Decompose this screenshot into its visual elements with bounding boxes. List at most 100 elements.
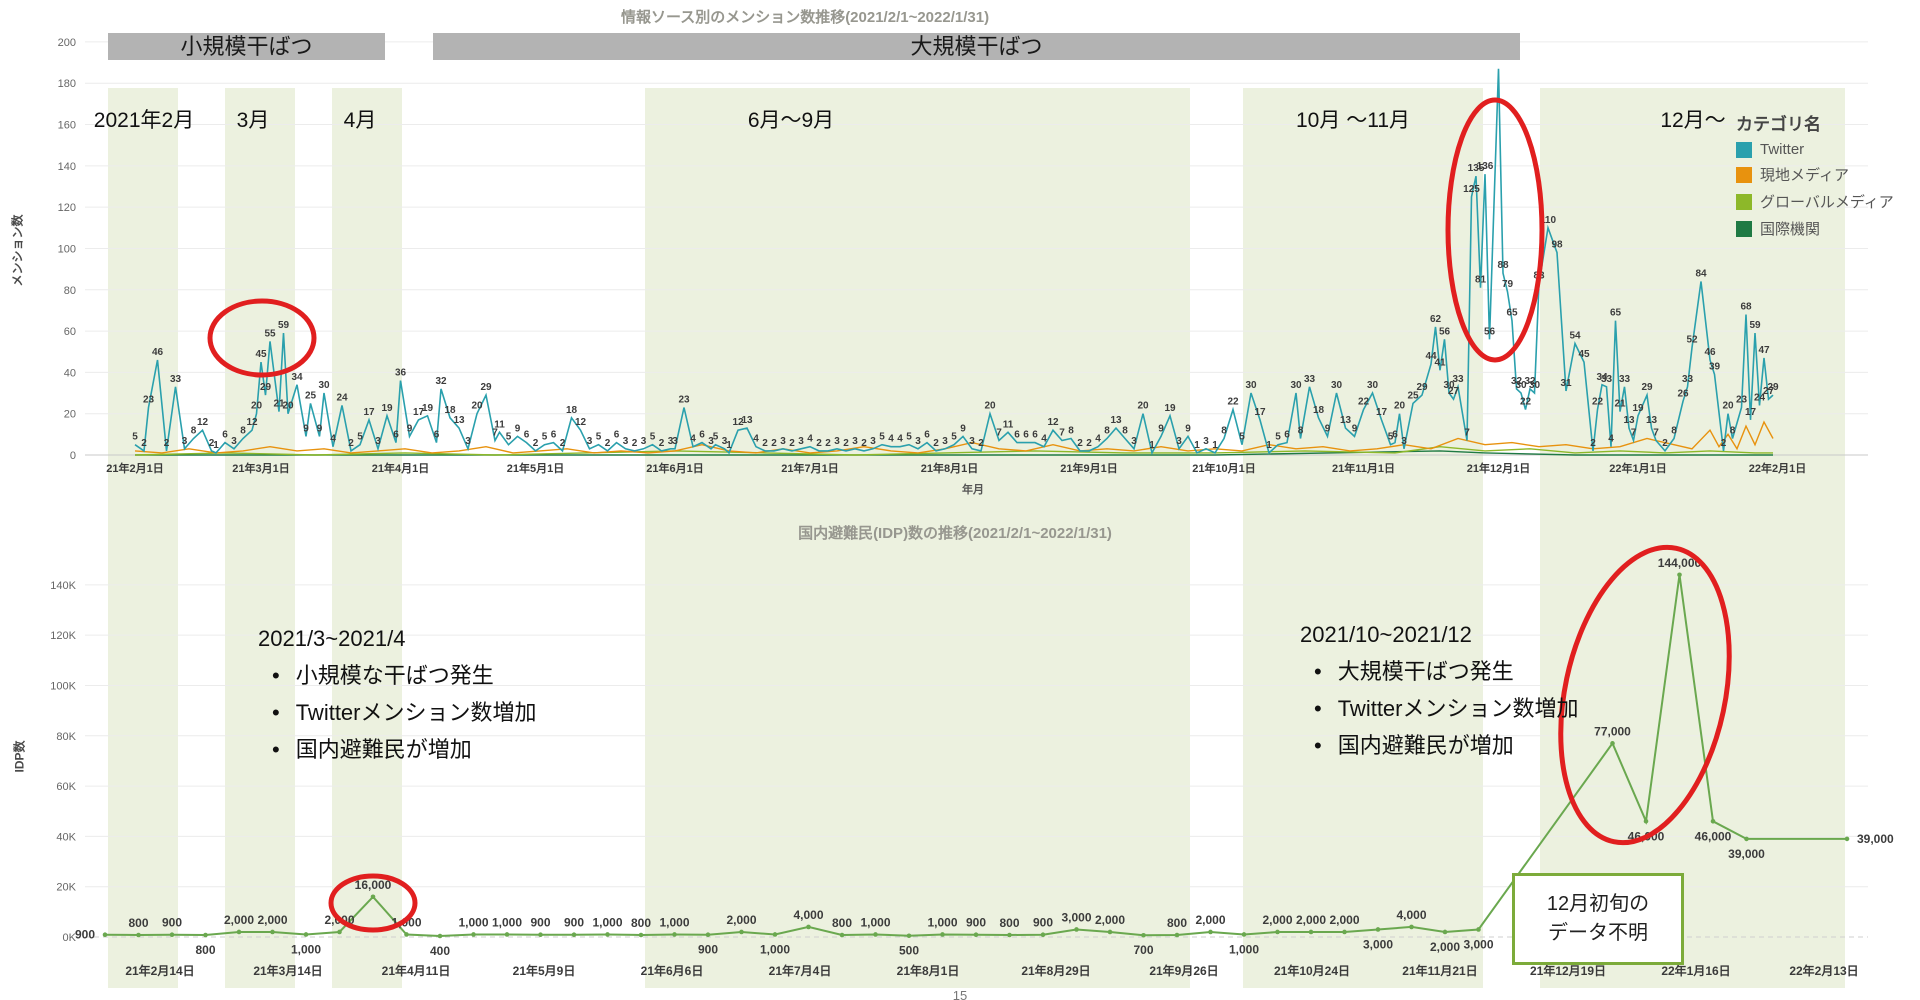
period-label-feb: 2021年2月 bbox=[93, 109, 195, 132]
top-x-tick-label: 21年5月1日 bbox=[507, 461, 564, 475]
top-chart-title: 情報ソース別のメンション数推移(2021/2/1~2022/1/31) bbox=[620, 9, 990, 26]
data-point bbox=[772, 932, 778, 937]
data-label: 5 bbox=[132, 432, 138, 443]
data-label: 30 bbox=[1443, 380, 1455, 391]
data-label: 2,000 bbox=[257, 913, 287, 927]
data-label: 13 bbox=[1646, 415, 1658, 426]
data-label: 800 bbox=[128, 916, 148, 930]
data-label: 13 bbox=[453, 415, 465, 426]
legend-item-local-media[interactable]: 現地メディア bbox=[1736, 164, 1920, 185]
intl-org-swatch-icon bbox=[1736, 220, 1752, 237]
top-x-tick-label: 21年7月1日 bbox=[781, 461, 838, 475]
data-label: 8 bbox=[1730, 425, 1736, 436]
data-label: 5 bbox=[1388, 432, 1394, 443]
bottom-y-tick-label: 120K bbox=[50, 630, 76, 642]
legend-item-global-media[interactable]: グローバルメディア bbox=[1736, 191, 1920, 212]
data-label: 29 bbox=[1641, 382, 1653, 393]
data-label: 2,000 bbox=[1195, 913, 1225, 927]
data-label: 88 bbox=[1497, 260, 1509, 271]
data-label: 7 bbox=[1059, 428, 1065, 439]
data-label: 2 bbox=[771, 438, 777, 449]
legend-item-twitter[interactable]: Twitter bbox=[1736, 141, 1920, 158]
data-label: 30 bbox=[1515, 380, 1527, 391]
top-x-tick-label: 21年9月1日 bbox=[1060, 461, 1117, 475]
data-label: 16,000 bbox=[355, 878, 392, 892]
data-point bbox=[940, 932, 945, 937]
data-label: 30 bbox=[1367, 380, 1379, 391]
data-point bbox=[437, 933, 443, 939]
bottom-x-tick-label: 21年3月14日 bbox=[253, 963, 322, 978]
data-label: 2 bbox=[632, 438, 638, 449]
data-label: 800 bbox=[999, 916, 1019, 930]
top-x-tick-label: 21年12月1日 bbox=[1467, 461, 1531, 475]
top-x-tick-label: 22年1月1日 bbox=[1609, 461, 1666, 475]
data-label: 3 bbox=[798, 436, 804, 447]
data-label: 36 bbox=[395, 368, 407, 379]
data-label: 17 bbox=[1376, 407, 1388, 418]
data-label: 2 bbox=[1590, 438, 1596, 449]
data-label: 19 bbox=[1632, 403, 1644, 414]
data-label: 8 bbox=[240, 425, 246, 436]
data-label: 18 bbox=[1313, 405, 1325, 416]
bottom-y-axis-title: IDP数 bbox=[12, 740, 27, 773]
data-label: 2 bbox=[348, 438, 354, 449]
annotation-title: 2021/3~2021/4 bbox=[258, 626, 406, 651]
data-label: 3 bbox=[231, 436, 237, 447]
data-label: 5 bbox=[1239, 432, 1245, 443]
bottom-y-tick-label: 140K bbox=[50, 580, 76, 592]
data-label: 900 bbox=[530, 916, 550, 930]
data-label: 700 bbox=[1133, 943, 1153, 957]
annotation-bullet: 小規模な干ばつ発生 bbox=[258, 657, 618, 694]
period-band-feb bbox=[108, 88, 178, 988]
data-label: 1 bbox=[1212, 440, 1218, 451]
data-point bbox=[270, 929, 275, 935]
data-label: 46 bbox=[1704, 347, 1716, 358]
data-label: 2,000 bbox=[1262, 913, 1292, 927]
data-point bbox=[1174, 932, 1180, 938]
data-label: 8 bbox=[1221, 425, 1227, 436]
data-label: 23 bbox=[678, 394, 690, 405]
data-label: 33 bbox=[1682, 374, 1694, 385]
data-point bbox=[1476, 927, 1481, 932]
data-label: 12 bbox=[197, 417, 209, 428]
series-line-twitter bbox=[134, 68, 1774, 456]
data-label: 2,000 bbox=[726, 913, 756, 927]
data-label: 9 bbox=[1352, 423, 1358, 434]
top-x-tick-label: 21年2月1日 bbox=[106, 461, 163, 475]
data-label: 65 bbox=[1506, 308, 1518, 319]
data-label: 3 bbox=[672, 436, 678, 447]
data-point bbox=[203, 932, 208, 938]
data-label: 30 bbox=[1529, 380, 1541, 391]
legend: カテゴリ名 Twitter 現地メディア グローバルメディア 国際機関 bbox=[1736, 110, 1920, 239]
data-label: 20 bbox=[1394, 401, 1406, 412]
annotation-bullet: 国内避難民が増加 bbox=[258, 731, 618, 768]
data-label: 2,000 bbox=[224, 913, 254, 927]
data-label: 4,000 bbox=[1396, 908, 1426, 922]
data-label: 5 bbox=[542, 432, 548, 443]
data-label: 47 bbox=[1758, 345, 1770, 356]
data-point bbox=[839, 932, 845, 938]
data-label: 1,000 bbox=[860, 915, 890, 929]
data-label: 52 bbox=[1686, 335, 1698, 346]
data-label: 30 bbox=[318, 380, 330, 391]
local-media-swatch-icon bbox=[1736, 166, 1752, 183]
data-label: 32 bbox=[1511, 376, 1523, 387]
data-label: 2 bbox=[560, 438, 566, 449]
data-point bbox=[404, 932, 409, 937]
data-label: 2 bbox=[1721, 438, 1727, 449]
legend-item-intl-org[interactable]: 国際機関 bbox=[1736, 218, 1920, 239]
data-label: 2,000 bbox=[1329, 913, 1359, 927]
top-y-tick-label: 0 bbox=[70, 450, 76, 462]
data-label: 5 bbox=[713, 432, 719, 443]
annotation-small-drought: 2021/3~2021/4 小規模な干ばつ発生 Twitterメンション数増加 … bbox=[258, 620, 618, 768]
data-label: 33 bbox=[1619, 374, 1631, 385]
highlight-circle-march-peaks bbox=[207, 298, 317, 378]
bottom-x-tick-label: 21年5月9日 bbox=[513, 963, 576, 978]
data-label: 2 bbox=[1077, 438, 1083, 449]
data-point bbox=[1342, 929, 1347, 935]
data-label: 5 bbox=[506, 432, 512, 443]
data-label: 3 bbox=[870, 436, 876, 447]
data-label: 39,000 bbox=[1728, 847, 1765, 861]
data-label: 39,000 bbox=[1857, 832, 1894, 846]
data-label: 7 bbox=[492, 428, 498, 439]
